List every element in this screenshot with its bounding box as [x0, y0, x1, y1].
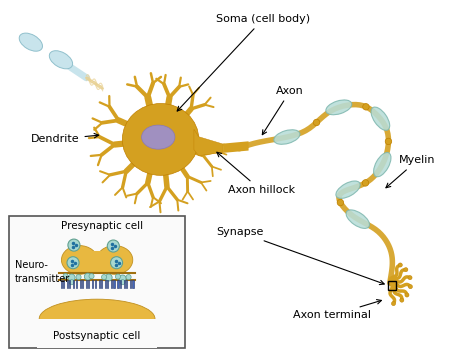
Circle shape [337, 199, 344, 206]
Ellipse shape [326, 100, 352, 115]
Bar [82, 280, 83, 288]
Bar [86, 280, 87, 288]
Circle shape [408, 285, 412, 289]
Circle shape [362, 180, 369, 186]
Circle shape [363, 103, 369, 110]
Bar [120, 280, 121, 288]
Bar [80, 280, 81, 288]
Circle shape [89, 274, 94, 279]
Ellipse shape [122, 103, 199, 175]
Bar [132, 280, 134, 288]
Bar [94, 280, 96, 288]
Circle shape [405, 293, 409, 297]
Circle shape [385, 138, 392, 145]
Circle shape [313, 119, 320, 126]
Text: Presynaptic cell: Presynaptic cell [61, 221, 143, 232]
Circle shape [105, 274, 112, 281]
Circle shape [400, 298, 404, 302]
FancyBboxPatch shape [9, 216, 185, 348]
Circle shape [392, 301, 396, 306]
Bar [126, 280, 127, 288]
Bar [105, 280, 106, 288]
Bar [99, 280, 100, 288]
Circle shape [404, 268, 408, 272]
Text: Dendrite: Dendrite [31, 133, 99, 144]
Circle shape [63, 274, 68, 279]
Polygon shape [194, 129, 223, 156]
Bar [73, 280, 74, 288]
FancyBboxPatch shape [37, 319, 157, 348]
Ellipse shape [97, 246, 133, 274]
Bar [88, 280, 89, 288]
Circle shape [115, 274, 120, 279]
Ellipse shape [49, 51, 73, 69]
Text: Postsynaptic cell: Postsynaptic cell [54, 331, 141, 341]
Ellipse shape [371, 107, 390, 130]
Circle shape [398, 263, 402, 267]
Bar [92, 280, 93, 288]
Bar [113, 280, 115, 288]
Text: Axon hillock: Axon hillock [217, 152, 295, 196]
Bar [107, 280, 108, 288]
Ellipse shape [374, 152, 391, 177]
Circle shape [69, 280, 74, 285]
Ellipse shape [19, 33, 43, 51]
Bar [388, 281, 396, 289]
Ellipse shape [336, 181, 360, 198]
Text: Myelin: Myelin [386, 155, 436, 188]
Ellipse shape [142, 125, 175, 149]
Text: Neuro-
transmitter: Neuro- transmitter [15, 261, 70, 283]
Ellipse shape [62, 246, 98, 274]
Circle shape [126, 275, 131, 280]
Circle shape [68, 239, 80, 251]
Ellipse shape [346, 210, 370, 228]
Circle shape [67, 257, 79, 269]
Bar [69, 280, 70, 288]
Polygon shape [223, 141, 248, 153]
Circle shape [110, 257, 123, 269]
Circle shape [101, 275, 107, 280]
Bar [67, 280, 68, 288]
Text: Synapse: Synapse [216, 227, 384, 285]
Circle shape [120, 280, 125, 285]
Bar [61, 280, 62, 288]
Bar [111, 280, 112, 288]
Circle shape [119, 275, 126, 282]
Bar [75, 280, 77, 288]
Bar [130, 280, 131, 288]
Text: Axon terminal: Axon terminal [292, 300, 382, 321]
Bar [101, 280, 102, 288]
Text: Axon: Axon [262, 86, 304, 134]
Circle shape [76, 275, 81, 280]
FancyBboxPatch shape [80, 251, 115, 272]
Circle shape [68, 274, 75, 281]
Ellipse shape [39, 299, 155, 339]
Bar [63, 280, 64, 288]
Circle shape [408, 276, 412, 280]
Bar [124, 280, 125, 288]
Circle shape [107, 240, 119, 252]
Text: Soma (cell body): Soma (cell body) [177, 14, 310, 111]
Circle shape [84, 273, 91, 280]
Ellipse shape [274, 130, 300, 144]
